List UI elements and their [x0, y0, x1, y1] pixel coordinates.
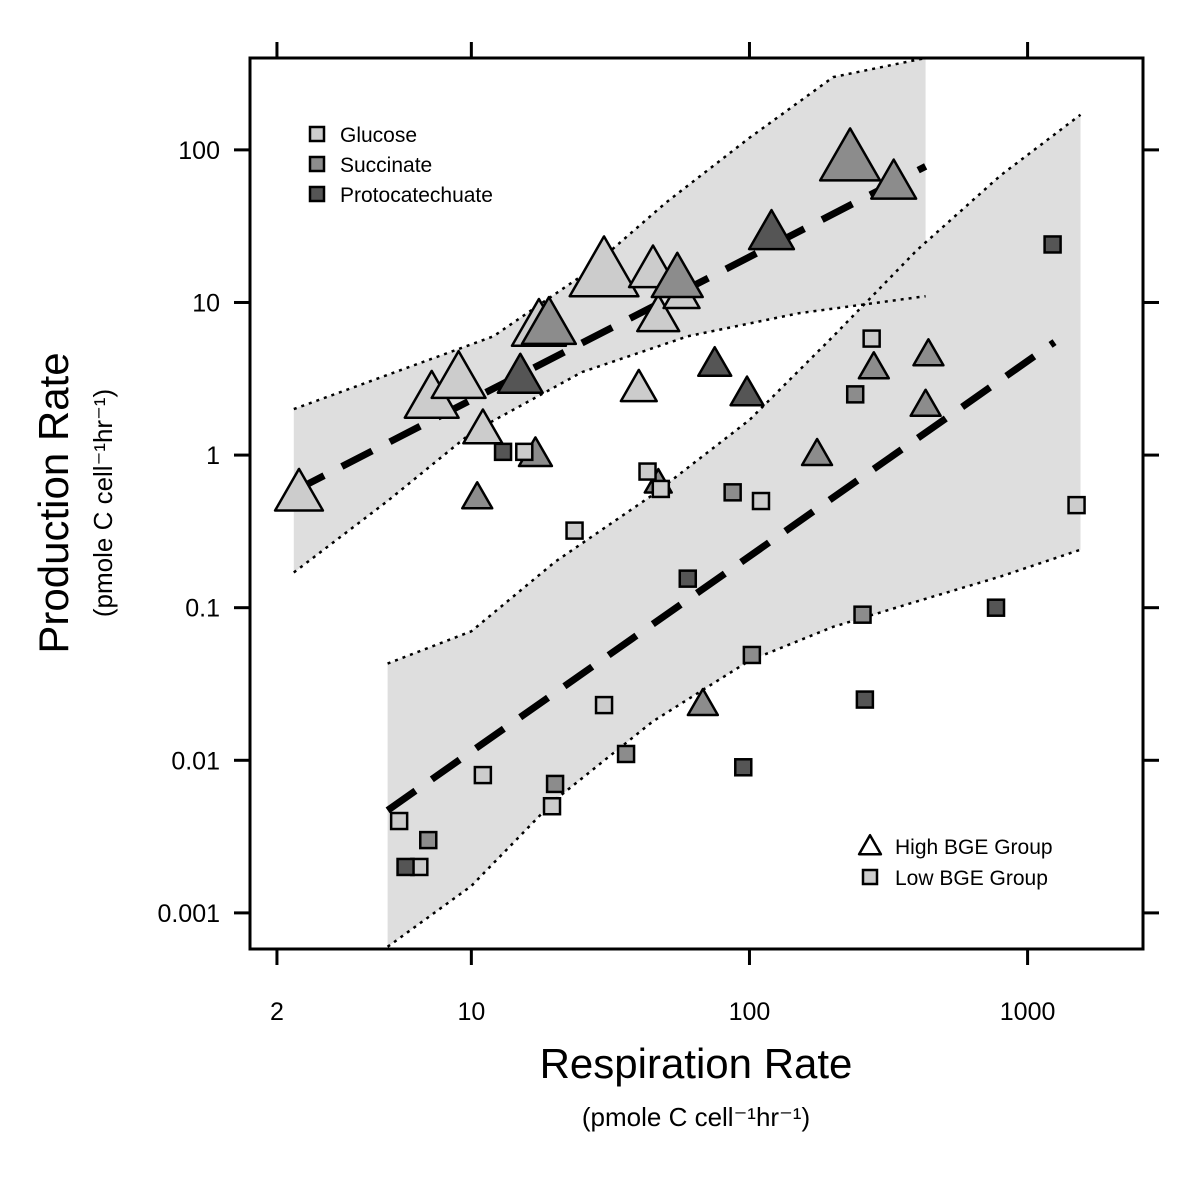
plot-frame — [248, 56, 1145, 951]
x-tick-label: 10 — [457, 998, 485, 1026]
succinate-square-point — [545, 774, 565, 794]
succinate-square-point — [723, 483, 742, 502]
glucose-triangle-point — [273, 467, 325, 512]
legend-group: High BGE Group Low BGE Group — [857, 833, 1053, 890]
y-tick-label: 0.1 — [185, 595, 220, 623]
x-tick-label: 1000 — [1000, 998, 1056, 1026]
glucose-triangle-point — [619, 368, 658, 403]
legend-substrate: Glucose Succinate Protocatechuate — [308, 124, 493, 207]
glucose-square-point — [638, 462, 657, 481]
protocatechuate-square-point — [734, 758, 753, 777]
legend-swatch-protocatechuate — [308, 185, 326, 203]
y-tick-label: 1 — [206, 442, 220, 470]
glucose-square-point — [651, 479, 671, 499]
y-tick-label: 100 — [178, 137, 220, 165]
succinate-square-point — [419, 830, 438, 850]
upper-confidence-line-2 — [387, 113, 1082, 665]
glucose-triangle-point — [430, 349, 487, 400]
legend-label-protocatechuate: Protocatechuate — [340, 184, 493, 207]
confidence-limit-lines — [293, 56, 1082, 948]
regression-line-1 — [292, 163, 928, 495]
lower-confidence-line-1 — [293, 294, 926, 574]
legend-label-group: Low BGE Group — [895, 867, 1048, 890]
protocatechuate-triangle-point — [729, 375, 765, 407]
glucose-square-point — [473, 765, 493, 785]
legend-label-group: High BGE Group — [895, 836, 1053, 859]
legend-swatch-glucose — [308, 125, 326, 143]
succinate-square-point — [853, 605, 872, 624]
confidence-band-1 — [293, 58, 926, 573]
glucose-square-point — [565, 521, 584, 540]
y-tick-label: 10 — [192, 289, 220, 317]
succinate-triangle-point — [870, 158, 918, 200]
glucose-square-point — [594, 695, 614, 715]
succinate-triangle-point — [520, 295, 578, 346]
succinate-square-point — [616, 744, 636, 764]
x-axis-title: Respiration Rate — [540, 1040, 853, 1087]
glucose-square-point — [542, 796, 562, 816]
glucose-triangle-point — [568, 235, 640, 298]
protocatechuate-square-point — [1043, 235, 1062, 254]
axes: 2 10 100 1000 0.001 0.01 0.1 1 10 100 — [157, 42, 1159, 1026]
y-tick-label: 0.001 — [157, 900, 220, 928]
protocatechuate-square-point — [493, 442, 513, 462]
glucose-square-point — [862, 329, 881, 348]
succinate-triangle-point — [909, 388, 942, 418]
protocatechuate-square-point — [986, 598, 1006, 617]
y-tick-label: 0.01 — [171, 747, 220, 775]
regression-line-2 — [385, 339, 1057, 814]
glucose-square-point — [1067, 495, 1086, 515]
succinate-triangle-point — [686, 687, 720, 717]
protocatechuate-square-point — [678, 569, 698, 588]
succinate-triangle-point — [818, 127, 882, 182]
protocatechuate-triangle-point — [697, 345, 733, 378]
confidence-bands — [293, 58, 1081, 947]
succinate-triangle-point — [912, 338, 945, 367]
succinate-triangle-point — [650, 251, 704, 299]
glucose-square-point — [389, 811, 409, 831]
glucose-square-point — [751, 491, 771, 511]
protocatechuate-triangle-point — [747, 208, 796, 251]
protocatechuate-square-point — [855, 690, 875, 709]
confidence-band-2 — [387, 114, 1081, 947]
legend-label-succinate: Succinate — [340, 154, 432, 177]
y-axis-units: (pmole C cell⁻¹hr⁻¹) — [88, 389, 118, 617]
x-tick-label: 2 — [270, 998, 284, 1026]
legend-marker-triangle — [857, 833, 883, 856]
regression-lines — [292, 163, 1057, 814]
succinate-triangle-point — [857, 351, 891, 380]
succinate-square-point — [742, 645, 762, 665]
succinate-square-point — [845, 385, 865, 404]
protocatechuate-square-point — [396, 857, 415, 877]
y-axis-title: Production Rate — [30, 352, 77, 653]
data-points — [273, 127, 1086, 877]
legend-swatch-succinate — [308, 155, 326, 173]
glucose-triangle-point — [636, 293, 681, 333]
upper-confidence-line-1 — [293, 56, 926, 411]
glucose-triangle-point — [462, 408, 504, 445]
x-axis-units: (pmole C cell⁻¹hr⁻¹) — [582, 1102, 810, 1132]
succinate-triangle-point — [800, 437, 834, 467]
legend-label-glucose: Glucose — [340, 124, 417, 147]
glucose-square-point — [515, 442, 534, 462]
protocatechuate-triangle-point — [496, 352, 544, 395]
legend-marker-square — [861, 868, 879, 886]
succinate-triangle-point — [461, 481, 494, 510]
x-tick-label: 100 — [729, 998, 771, 1026]
